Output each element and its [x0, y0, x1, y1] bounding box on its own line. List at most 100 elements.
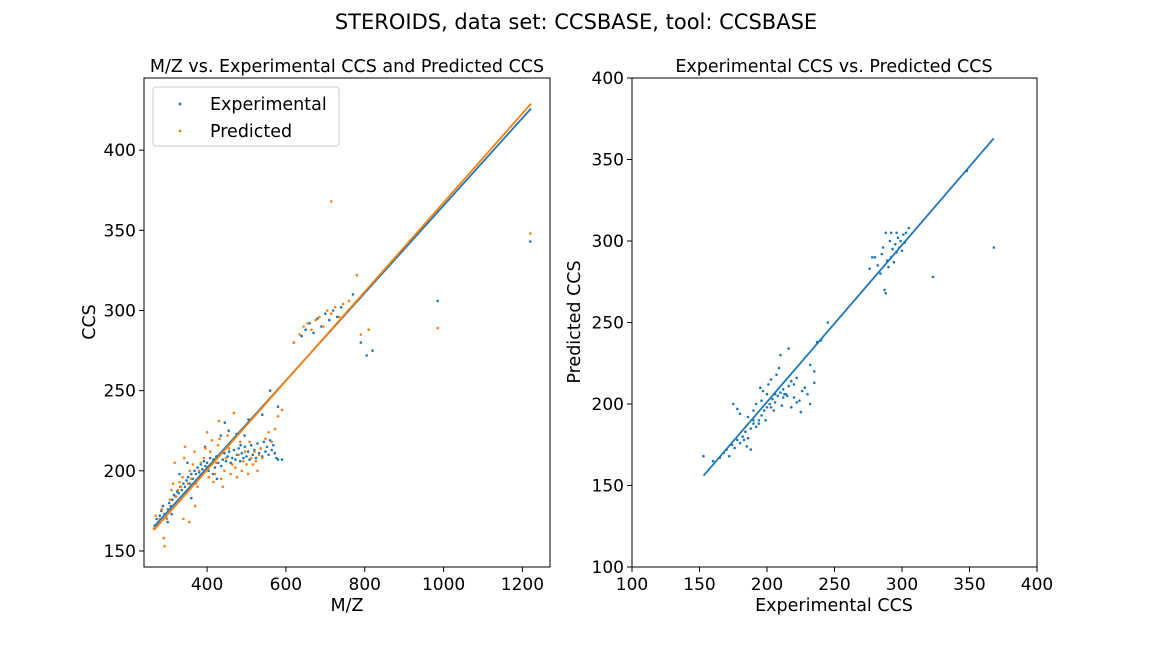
right-y-tick-label: 300 — [592, 232, 624, 252]
right-series-point — [787, 347, 790, 350]
left-predicted-point — [193, 450, 196, 453]
left-experimental-point — [276, 405, 280, 409]
right-series-point — [759, 386, 762, 390]
left-predicted-point — [347, 299, 351, 303]
left-y-tick-label: 300 — [104, 301, 136, 321]
left-predicted-point — [197, 469, 201, 473]
left-experimental-point — [270, 448, 274, 452]
left-experimental-point — [171, 498, 174, 502]
left-experimental-point — [182, 482, 185, 485]
left-predicted-point — [261, 456, 264, 460]
left-experimental-point — [205, 461, 209, 465]
right-series-point — [813, 381, 816, 385]
left-x-tick-label: 1200 — [501, 575, 544, 595]
right-series-point — [746, 436, 750, 440]
left-predicted-point — [242, 459, 245, 463]
left-experimental-point — [328, 318, 331, 322]
left-experimental-point — [351, 293, 355, 296]
right-series-point — [738, 441, 742, 445]
left-experimental-point — [193, 469, 196, 473]
left-experimental-point — [183, 485, 187, 489]
right-series-point — [795, 376, 798, 380]
right-series-point — [790, 406, 793, 409]
left-predicted-point — [207, 475, 210, 479]
left-experimental-point — [268, 389, 272, 392]
right-series-point — [887, 265, 890, 269]
left-predicted-point — [188, 520, 191, 524]
left-predicted-point — [205, 431, 209, 434]
right-series-point — [763, 409, 766, 412]
left-x-axis-label: M/Z — [331, 596, 364, 616]
left-experimental-point — [226, 455, 229, 458]
left-predicted-point — [181, 475, 184, 479]
left-experimental-point — [320, 325, 323, 328]
right-series-point — [746, 415, 750, 419]
legend-marker-experimental — [178, 102, 182, 106]
left-predicted-point — [302, 325, 305, 328]
left-experimental-point — [240, 451, 244, 455]
left-predicted-point — [245, 463, 248, 466]
left-predicted-point — [176, 488, 180, 492]
left-experimental-point — [246, 450, 250, 453]
left-experimental-point — [221, 458, 225, 461]
right-series-point — [799, 410, 803, 414]
left-experimental-point — [161, 504, 165, 508]
left-experimental-point — [335, 315, 339, 319]
left-predicted-point — [306, 322, 309, 325]
right-series-point — [772, 409, 776, 412]
right-x-tick-label: 400 — [1021, 575, 1053, 595]
left-experimental-point — [245, 455, 248, 458]
left-experimental-point — [185, 479, 188, 482]
left-predicted-point — [310, 328, 313, 332]
left-experimental-point — [275, 456, 278, 460]
left-experimental-point — [194, 472, 198, 476]
left-predicted-point — [163, 544, 166, 548]
left-experimental-point — [201, 467, 204, 471]
left-predicted-point — [202, 456, 206, 460]
left-experimental-point — [365, 354, 369, 357]
right-x-tick-label: 250 — [818, 575, 850, 595]
right-series-point — [888, 239, 892, 243]
left-x-tick-label: 800 — [349, 575, 381, 595]
left-predicted-point — [171, 482, 175, 485]
left-experimental-point — [213, 466, 217, 469]
left-predicted-point — [199, 461, 203, 465]
right-series-point — [741, 435, 744, 438]
right-series-point — [798, 399, 801, 403]
left-predicted-point — [329, 312, 333, 316]
left-experimental-point — [312, 331, 315, 335]
left-predicted-point — [191, 463, 195, 466]
left-experimental-point — [227, 450, 231, 453]
right-series-point — [754, 425, 758, 429]
left-predicted-point — [231, 463, 234, 466]
left-predicted-point — [318, 315, 321, 319]
left-predicted-point — [251, 463, 255, 466]
left-experimental-point — [190, 496, 193, 500]
left-predicted-point — [170, 488, 173, 492]
left-predicted-point — [188, 469, 191, 473]
left-predicted-point — [175, 495, 178, 498]
left-y-axis-label: CCS — [80, 304, 100, 340]
left-y-tick-label: 350 — [104, 221, 136, 241]
left-experimental-point — [158, 514, 162, 517]
left-predicted-point — [210, 439, 214, 442]
right-series-point — [795, 401, 798, 404]
right-series-point — [760, 399, 763, 403]
left-experimental-point — [265, 445, 269, 449]
left-experimental-point — [256, 442, 259, 445]
left-predicted-point — [240, 469, 244, 473]
left-experimental-point — [232, 448, 236, 452]
left-experimental-point — [262, 440, 266, 444]
left-experimental-point — [227, 429, 230, 433]
right-series-point — [752, 409, 755, 412]
right-series-point — [702, 454, 705, 458]
right-series-point — [779, 353, 782, 357]
left-experimental-point — [238, 459, 242, 463]
right-series-point — [873, 255, 877, 259]
right-series-point — [781, 396, 785, 399]
left-experimental-point — [223, 421, 227, 425]
left-predicted-point — [224, 456, 228, 460]
right-series-fit-line — [702, 137, 995, 477]
left-predicted-point — [162, 536, 165, 540]
